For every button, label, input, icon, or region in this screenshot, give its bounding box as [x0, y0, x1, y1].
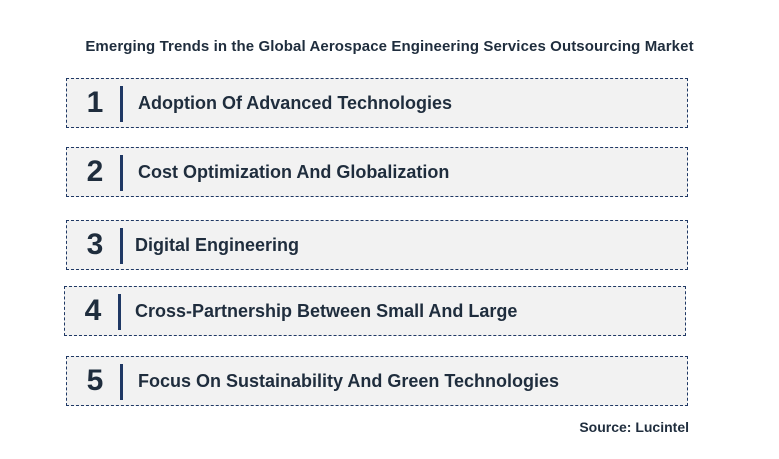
- trend-divider: [118, 294, 121, 330]
- trend-number: 4: [84, 294, 102, 327]
- trend-divider: [120, 364, 123, 400]
- source-caption: Source: Lucintel: [579, 419, 689, 435]
- trend-row-5: 5 Focus On Sustainability And Green Tech…: [66, 356, 688, 406]
- trend-label: Cost Optimization And Globalization: [138, 161, 450, 182]
- trend-row-3: 3 Digital Engineering: [66, 220, 688, 270]
- trend-label: Digital Engineering: [135, 234, 300, 255]
- trend-number: 2: [86, 155, 104, 188]
- trend-divider: [120, 155, 123, 191]
- trend-label: Adoption Of Advanced Technologies: [138, 92, 453, 113]
- diagram-title: Emerging Trends in the Global Aerospace …: [85, 38, 694, 55]
- trend-number: 1: [86, 86, 104, 119]
- trend-number: 5: [86, 364, 104, 397]
- trend-divider: [120, 228, 123, 264]
- trend-row-1: 1 Adoption Of Advanced Technologies: [66, 78, 688, 128]
- trend-number: 3: [86, 228, 104, 261]
- trend-divider: [120, 86, 123, 122]
- trend-label: Cross-Partnership Between Small And Larg…: [135, 300, 518, 321]
- trend-row-4: 4 Cross-Partnership Between Small And La…: [64, 286, 686, 336]
- trend-label: Focus On Sustainability And Green Techno…: [138, 370, 560, 391]
- trend-row-2: 2 Cost Optimization And Globalization: [66, 147, 688, 197]
